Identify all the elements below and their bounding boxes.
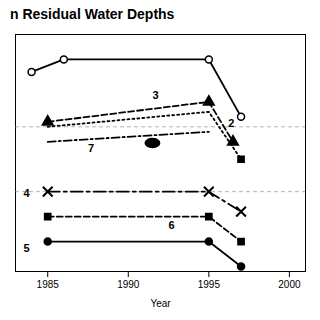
svg-text:6: 6 [169, 219, 175, 231]
svg-text:2000: 2000 [278, 279, 301, 290]
svg-text:2: 2 [228, 117, 234, 129]
svg-text:1995: 1995 [198, 279, 221, 290]
html-text:n Residual Water Depths: n Residual Water Depths [10, 6, 175, 22]
svg-text:5: 5 [24, 242, 30, 254]
svg-text:7: 7 [88, 142, 94, 154]
svg-text:Year: Year [150, 298, 171, 309]
svg-text:4: 4 [24, 187, 31, 199]
svg-text:1985: 1985 [37, 279, 60, 290]
svg-text:1990: 1990 [117, 279, 140, 290]
svg-text:3: 3 [152, 89, 158, 101]
